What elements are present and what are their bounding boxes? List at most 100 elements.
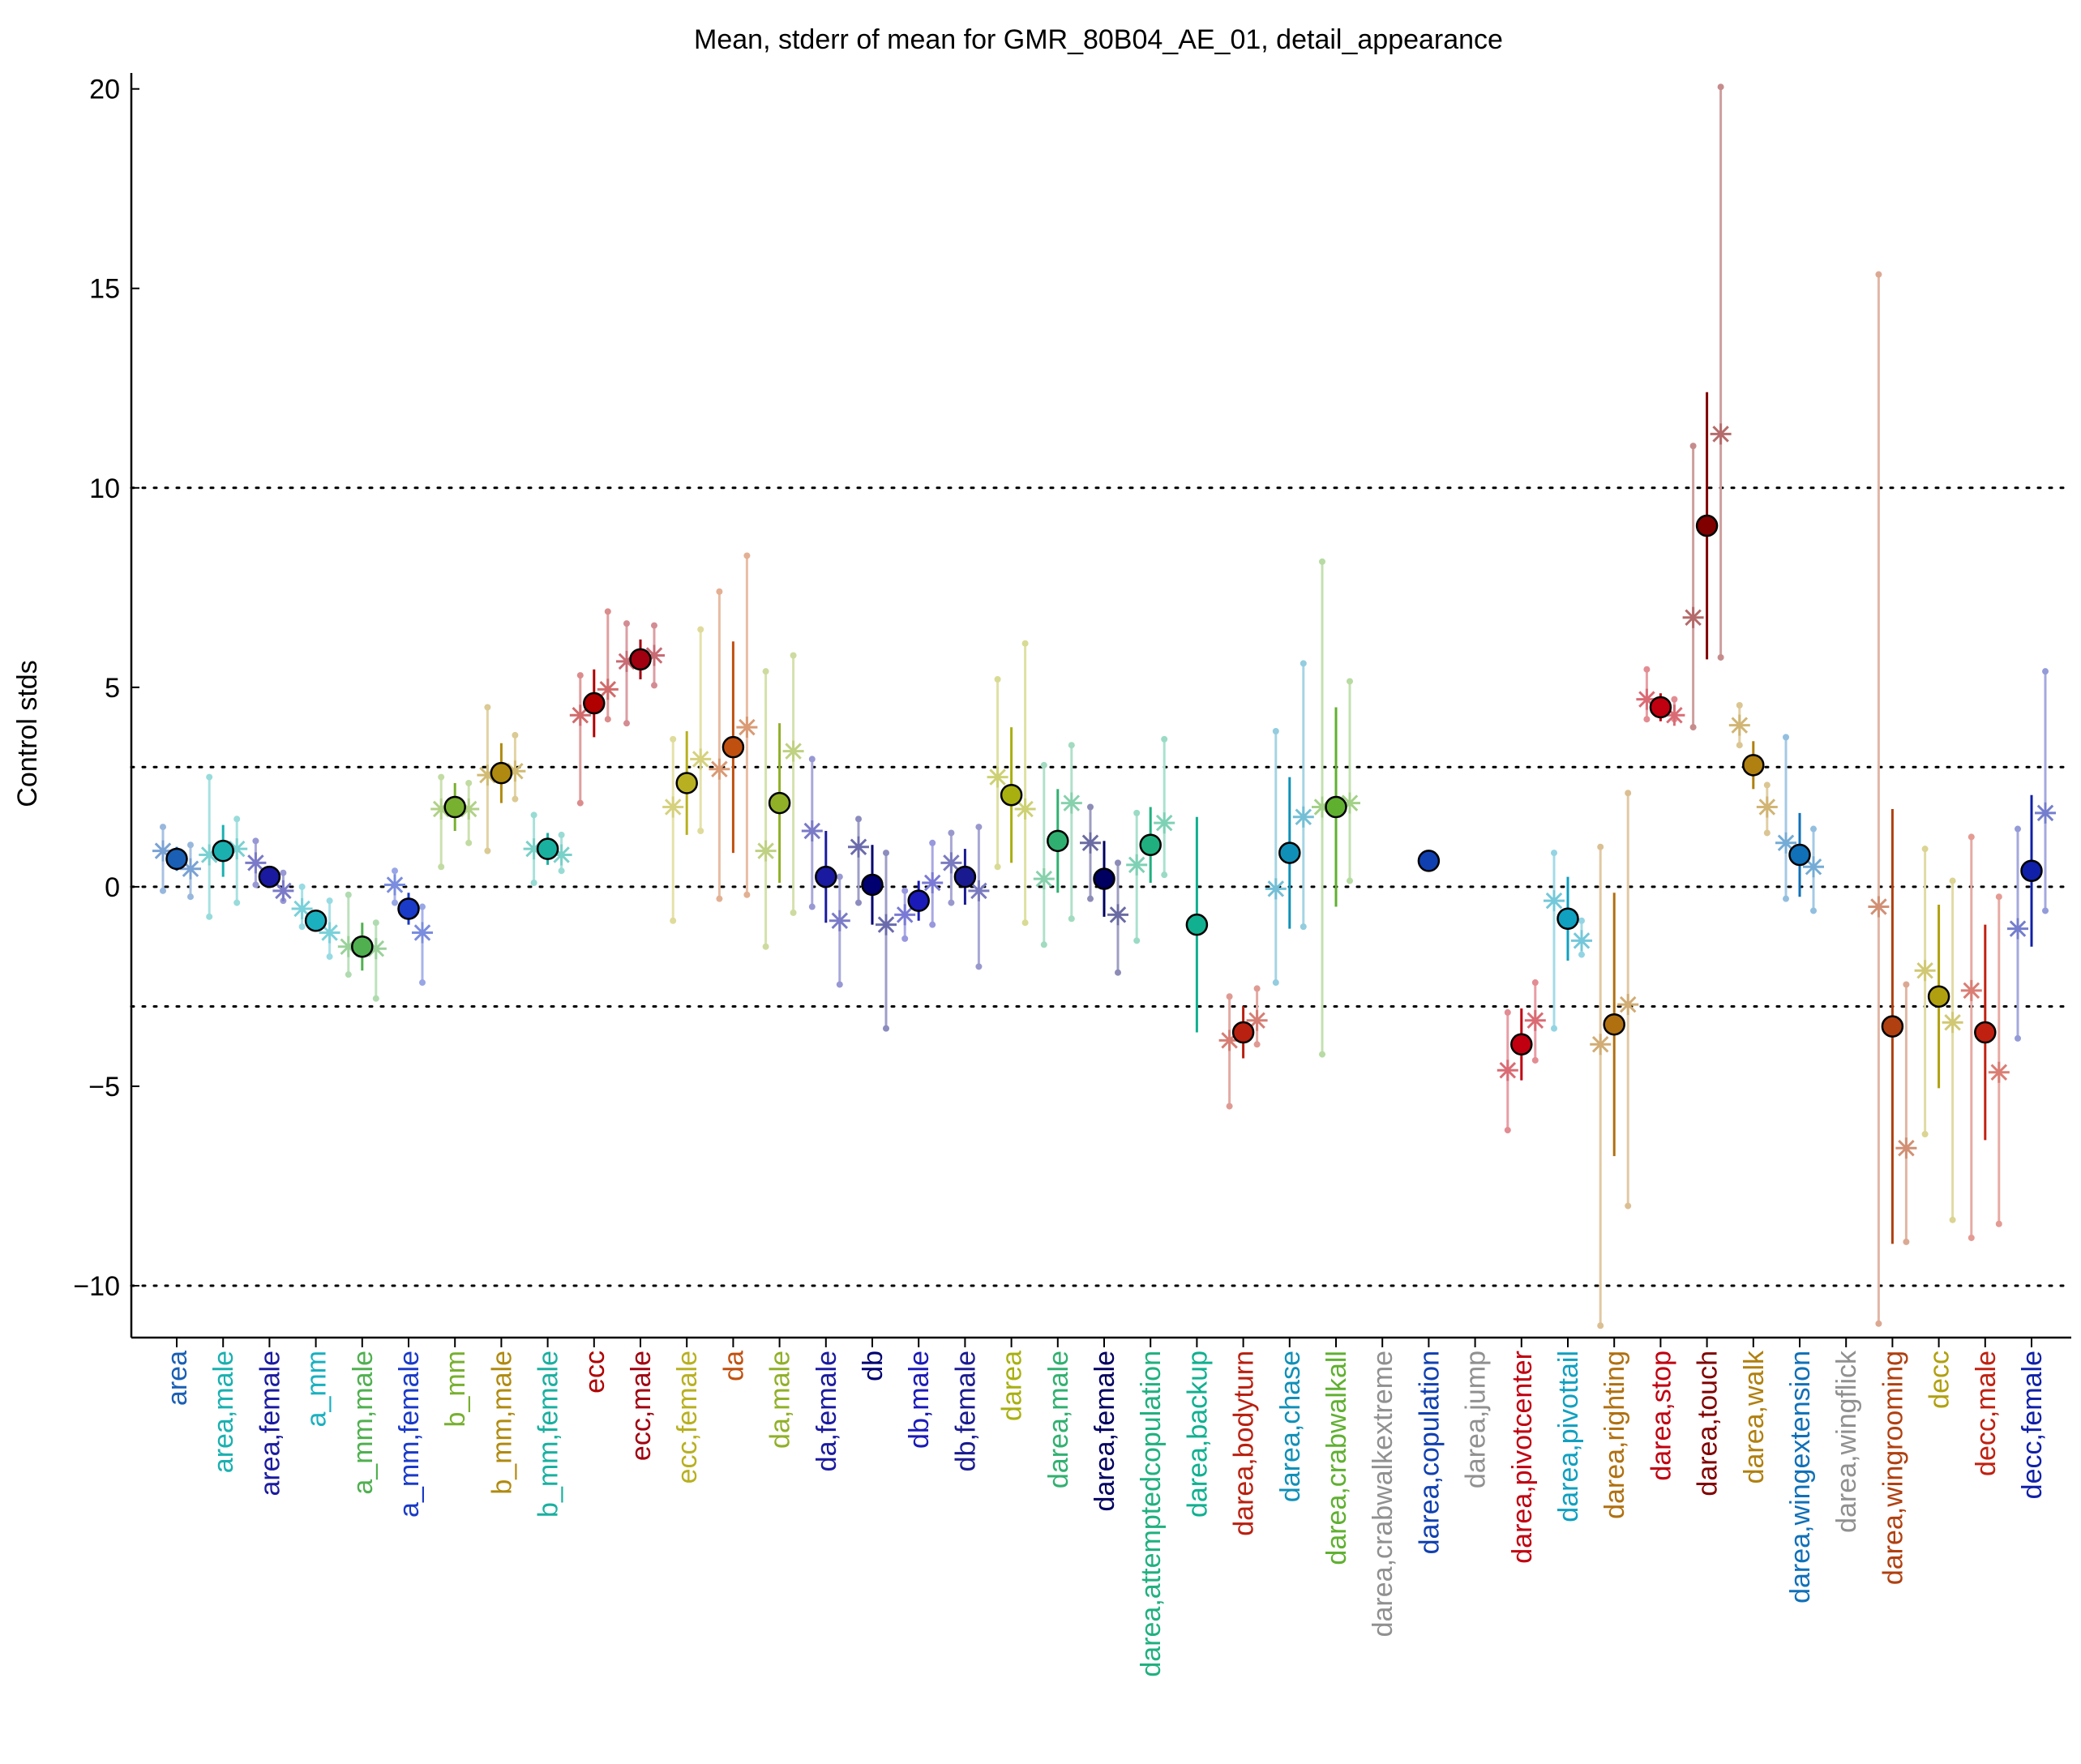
- range-end-dot: [790, 652, 797, 659]
- sex-star-marker: [1756, 796, 1778, 818]
- range-end-dot: [1347, 678, 1353, 685]
- range-end-dot: [1021, 919, 1029, 927]
- range-end-dot: [512, 795, 519, 803]
- star-stroke: [1870, 898, 1887, 915]
- range-end-dot: [345, 891, 352, 898]
- range-end-dot: [1689, 443, 1697, 450]
- star-stroke: [692, 751, 709, 768]
- range-end-dot: [1319, 558, 1325, 565]
- star-stroke: [1990, 1064, 2008, 1081]
- sex-star-marker: [1126, 854, 1148, 876]
- range-end-dot: [808, 903, 816, 910]
- sex-star-marker: [690, 748, 712, 770]
- star-stroke: [1777, 834, 1795, 852]
- x-tick-label: a_mm: [302, 1351, 332, 1427]
- range-end-dot: [994, 676, 1001, 683]
- sex-star-marker: [829, 910, 850, 931]
- sex-star-marker: [1246, 1009, 1268, 1031]
- star-stroke: [850, 838, 867, 855]
- mean-marker: [536, 837, 559, 860]
- star-stroke: [1295, 808, 1312, 826]
- range-end-dot: [392, 899, 398, 906]
- sex-star-marker: [1571, 930, 1592, 952]
- star-stroke: [1619, 995, 1637, 1013]
- star-stroke: [1758, 799, 1776, 816]
- mean-marker: [165, 847, 188, 871]
- range-end-dot: [438, 863, 445, 871]
- range-end-dot: [883, 1025, 889, 1032]
- x-tick-label: darea,backup: [1182, 1351, 1213, 1518]
- mean-marker: [1927, 985, 1950, 1008]
- star-stroke: [1963, 982, 1980, 1000]
- star-stroke: [1731, 717, 1749, 734]
- range-end-dot: [1300, 923, 1307, 931]
- mean-marker: [629, 648, 652, 671]
- range-end-dot: [1226, 1102, 1233, 1110]
- mean-marker: [1742, 754, 1765, 777]
- star-stroke: [1526, 1012, 1544, 1030]
- range-end-dot: [298, 883, 306, 890]
- range-end-dot: [1347, 877, 1353, 884]
- star-stroke: [293, 900, 310, 918]
- sex-star-marker: [319, 922, 340, 944]
- chart-title: Mean, stderr of mean for GMR_80B04_AE_01…: [694, 24, 1503, 55]
- mean-marker: [583, 691, 606, 715]
- range-end-dot: [948, 829, 955, 837]
- x-tick-label: darea: [997, 1351, 1028, 1421]
- range-end-dot: [1253, 1041, 1261, 1048]
- mean-marker: [1278, 841, 1301, 864]
- x-tick-label: darea,righting: [1599, 1351, 1630, 1519]
- x-tick-label: darea,wingflick: [1831, 1350, 1862, 1533]
- range-end-dot: [1578, 951, 1585, 958]
- mean-marker: [1325, 795, 1347, 819]
- range-end-dot: [1875, 1320, 1882, 1327]
- y-axis-label: Control stds: [12, 660, 43, 807]
- range-end-dot: [1504, 1008, 1511, 1016]
- star-stroke: [664, 799, 682, 816]
- sex-star-marker: [1497, 1060, 1518, 1081]
- x-tick-label: darea,attemptedcopulation: [1136, 1351, 1167, 1677]
- range-end-dot: [392, 867, 398, 875]
- star-stroke: [1081, 834, 1099, 852]
- star-stroke: [1267, 880, 1285, 897]
- range-end-dot: [1949, 877, 1956, 884]
- range-end-dot: [512, 731, 519, 739]
- sex-star-marker: [736, 717, 758, 739]
- range-end-dot: [651, 682, 657, 689]
- star-stroke: [785, 743, 802, 760]
- sex-star-marker: [291, 897, 313, 919]
- x-tick-label: decc,male: [1971, 1351, 2002, 1476]
- range-end-dot: [2015, 825, 2021, 833]
- sex-star-marker: [412, 922, 433, 944]
- mean-marker: [1510, 1033, 1533, 1056]
- star-stroke: [2009, 920, 2027, 937]
- sex-star-marker: [1617, 994, 1639, 1016]
- sex-star-marker: [848, 836, 869, 858]
- range-end-dot: [855, 816, 862, 823]
- star-stroke: [386, 876, 404, 893]
- range-end-dot: [1625, 1202, 1632, 1210]
- range-end-dot: [716, 588, 723, 595]
- range-end-dot: [2015, 1034, 2021, 1042]
- range-end-dot: [1531, 1056, 1539, 1064]
- range-end-dot: [1903, 1238, 1910, 1245]
- range-end-dot: [1087, 803, 1094, 811]
- x-tick-label: darea,chase: [1275, 1351, 1306, 1502]
- sex-star-marker: [1682, 606, 1704, 628]
- mean-marker: [1185, 913, 1209, 936]
- range-end-dot: [576, 799, 584, 807]
- sex-star-marker: [2035, 802, 2056, 824]
- x-tick-label: da: [718, 1351, 749, 1381]
- mean-marker: [2020, 859, 2043, 882]
- range-end-dot: [743, 891, 751, 898]
- range-end-dot: [419, 903, 426, 910]
- star-stroke: [1109, 906, 1127, 923]
- sex-star-marker: [1868, 896, 1890, 918]
- star-stroke: [1944, 1013, 1961, 1031]
- range-end-dot: [1161, 871, 1168, 879]
- mean-marker: [1556, 907, 1579, 931]
- range-end-dot: [1921, 1131, 1929, 1138]
- star-stroke: [1035, 870, 1053, 888]
- range-end-dot: [1578, 917, 1585, 924]
- star-stroke: [1666, 707, 1683, 724]
